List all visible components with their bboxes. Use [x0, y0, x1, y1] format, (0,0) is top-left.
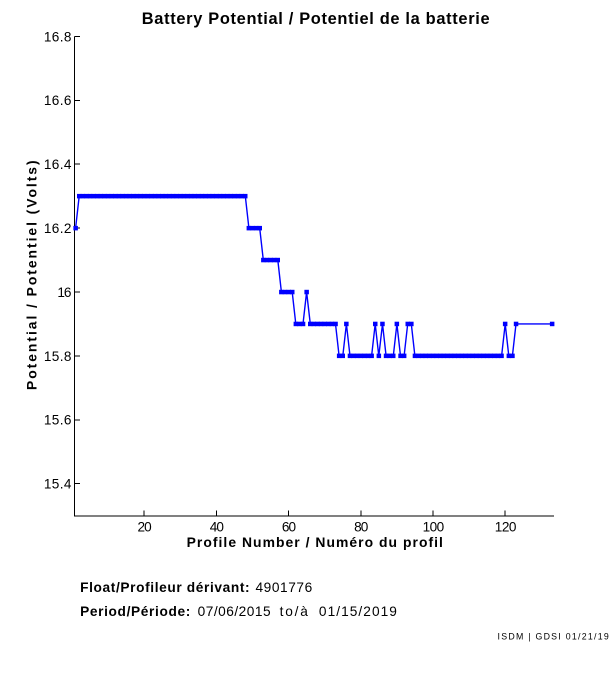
svg-text:120: 120	[495, 520, 517, 535]
svg-text:Potential / Potentiel (Volts): Potential / Potentiel (Volts)	[24, 160, 40, 390]
svg-text:4901776: 4901776	[256, 580, 313, 595]
svg-text:80: 80	[354, 520, 369, 535]
svg-text:20: 20	[138, 520, 153, 535]
svg-text:07/06/2015: 07/06/2015	[198, 604, 271, 619]
svg-text:ISDM | GDSI 01/21/19: ISDM | GDSI 01/21/19	[498, 632, 609, 642]
svg-text:40: 40	[210, 520, 225, 535]
svg-text:16.4: 16.4	[44, 157, 72, 172]
svg-text:16.8: 16.8	[44, 29, 72, 44]
svg-text:60: 60	[282, 520, 297, 535]
svg-text:16: 16	[57, 285, 71, 300]
svg-text:Period/Période:: Period/Période:	[80, 604, 190, 619]
svg-text:15.6: 15.6	[44, 413, 72, 428]
svg-text:Float/Profileur dérivant:: Float/Profileur dérivant:	[80, 580, 250, 595]
svg-text:16.6: 16.6	[44, 93, 72, 108]
svg-text:01/15/2019: 01/15/2019	[319, 604, 397, 619]
svg-text:Battery Potential / Potentiel: Battery Potential / Potentiel de la batt…	[142, 10, 490, 28]
svg-text:15.4: 15.4	[44, 477, 72, 492]
svg-text:Profile Number / Numéro du pro: Profile Number / Numéro du profil	[187, 534, 443, 550]
svg-text:15.8: 15.8	[44, 349, 72, 364]
svg-text:16.2: 16.2	[44, 221, 72, 236]
svg-text:to/à: to/à	[280, 604, 309, 619]
svg-text:100: 100	[423, 520, 445, 535]
